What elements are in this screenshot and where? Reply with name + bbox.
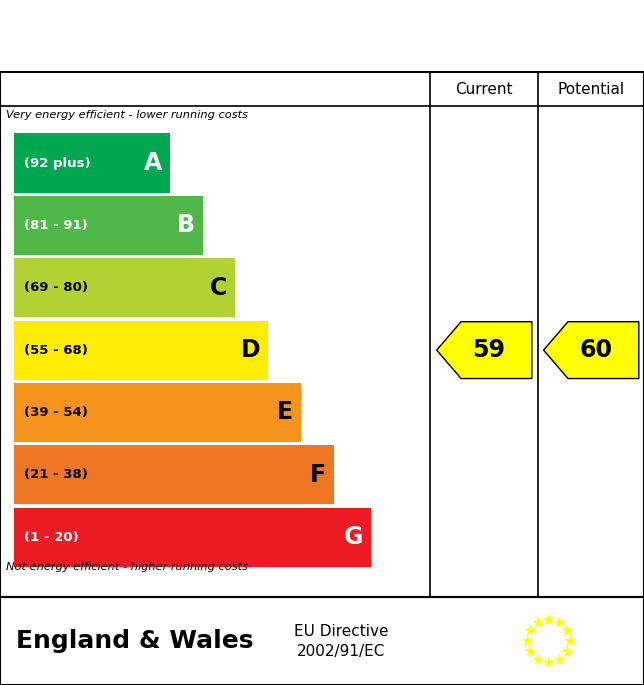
Polygon shape [544, 322, 639, 379]
Text: (69 - 80): (69 - 80) [24, 282, 88, 295]
Polygon shape [543, 613, 555, 625]
Polygon shape [524, 624, 536, 636]
Text: EU Directive
2002/91/EC: EU Directive 2002/91/EC [294, 624, 388, 658]
FancyBboxPatch shape [14, 258, 235, 317]
FancyBboxPatch shape [14, 445, 334, 504]
Text: (81 - 91): (81 - 91) [24, 219, 88, 232]
Text: (39 - 54): (39 - 54) [24, 406, 88, 419]
Text: B: B [177, 214, 195, 238]
Polygon shape [522, 635, 534, 647]
Text: A: A [144, 151, 162, 175]
Polygon shape [543, 656, 555, 668]
Text: (1 - 20): (1 - 20) [24, 531, 79, 544]
FancyBboxPatch shape [0, 597, 644, 685]
Text: Potential: Potential [558, 82, 625, 97]
Text: (92 plus): (92 plus) [24, 156, 90, 169]
Polygon shape [524, 645, 536, 657]
Text: England & Wales: England & Wales [17, 629, 254, 653]
FancyBboxPatch shape [14, 134, 170, 192]
Polygon shape [562, 624, 574, 636]
Polygon shape [532, 616, 544, 628]
Polygon shape [554, 653, 566, 665]
Text: Current: Current [455, 82, 513, 97]
Text: C: C [211, 276, 227, 300]
FancyBboxPatch shape [14, 508, 370, 567]
Text: F: F [310, 463, 326, 487]
Text: (21 - 38): (21 - 38) [24, 469, 88, 482]
Polygon shape [437, 322, 532, 379]
Polygon shape [562, 645, 574, 657]
Text: (55 - 68): (55 - 68) [24, 344, 88, 357]
Text: 59: 59 [473, 338, 506, 362]
Polygon shape [564, 635, 576, 647]
FancyBboxPatch shape [14, 321, 268, 379]
Text: D: D [241, 338, 260, 362]
Text: E: E [277, 401, 293, 425]
FancyBboxPatch shape [14, 383, 301, 442]
Text: Not energy efficient - higher running costs: Not energy efficient - higher running co… [6, 562, 249, 572]
FancyBboxPatch shape [14, 196, 203, 255]
Text: Energy Efficiency Rating: Energy Efficiency Rating [102, 21, 542, 51]
Text: Very energy efficient - lower running costs: Very energy efficient - lower running co… [6, 110, 249, 121]
Polygon shape [532, 653, 544, 665]
Polygon shape [554, 616, 566, 628]
Text: 60: 60 [580, 338, 612, 362]
Text: G: G [343, 525, 363, 549]
